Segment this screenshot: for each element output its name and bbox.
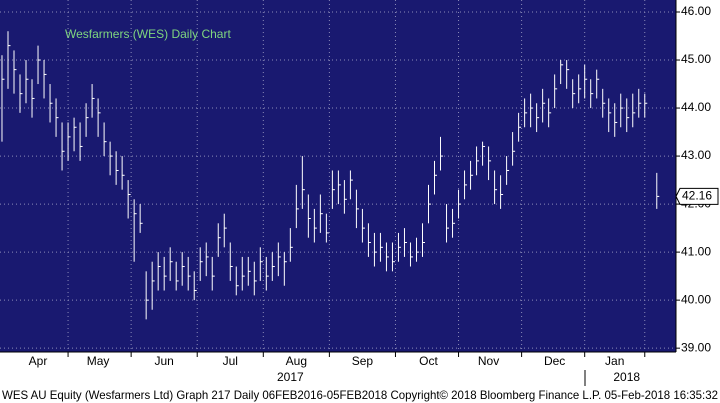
x-tick-label: Jan: [605, 354, 624, 368]
year-label: 2017: [277, 370, 304, 384]
y-tick-label: 43.00: [681, 148, 711, 162]
x-tick-label: May: [87, 354, 110, 368]
x-tick-label: Jul: [223, 354, 238, 368]
footer: WES AU Equity (Wesfarmers Ltd) Graph 217…: [2, 388, 718, 402]
y-tick-label: 40.00: [681, 292, 711, 306]
x-tick-label: Jun: [154, 354, 173, 368]
y-tick-label: 45.00: [681, 52, 711, 66]
y-tick-label: 46.00: [681, 4, 711, 18]
y-tick-label: 41.00: [681, 244, 711, 258]
x-tick-label: Oct: [419, 354, 438, 368]
x-tick-label: Apr: [29, 354, 48, 368]
x-tick-label: Dec: [544, 354, 565, 368]
y-tick-label: 39.00: [681, 340, 711, 354]
chart-title: Wesfarmers (WES) Daily Chart: [65, 27, 231, 41]
y-tick-label: 44.00: [681, 100, 711, 114]
year-label: 2018: [613, 370, 640, 384]
x-tick-label: Sep: [352, 354, 374, 368]
price-label: 42.16: [682, 189, 712, 203]
x-tick-label: Aug: [286, 354, 307, 368]
x-tick-label: Nov: [478, 354, 499, 368]
price-marker: [675, 187, 719, 205]
